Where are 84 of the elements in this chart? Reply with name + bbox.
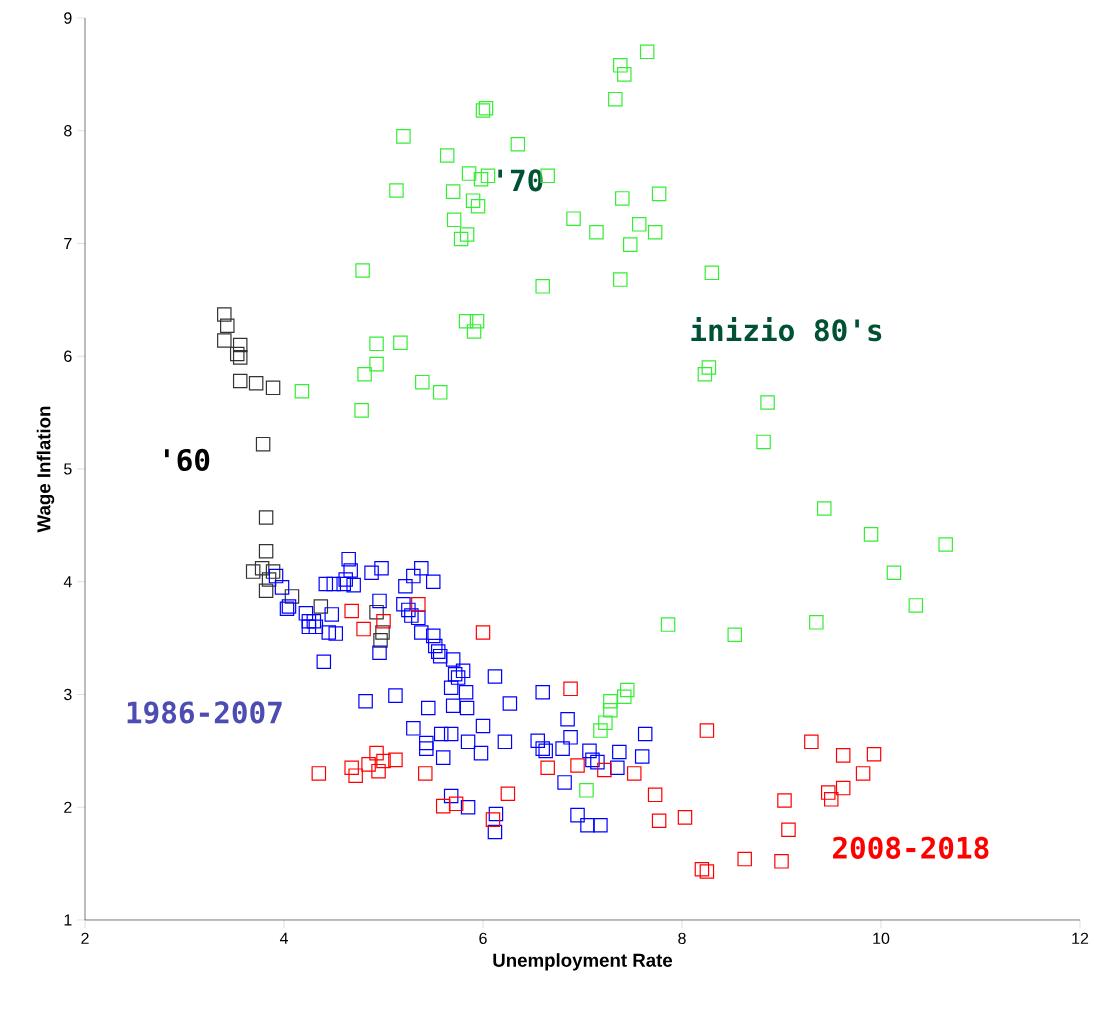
point [369, 745, 384, 761]
point [651, 813, 667, 829]
point [866, 746, 882, 762]
point [570, 758, 585, 773]
annotation: '60 [165, 448, 210, 472]
point [361, 757, 376, 772]
point [265, 380, 281, 396]
point [254, 560, 270, 576]
x-tick-label: 4 [279, 932, 288, 944]
annotation: 2008-2018 [833, 836, 989, 859]
annotation: '70 [498, 169, 543, 192]
point [376, 753, 391, 769]
point [835, 748, 851, 763]
point [774, 854, 789, 869]
point [563, 681, 578, 697]
point [255, 436, 271, 452]
y-axis-title: Wage Inflation [36, 406, 55, 533]
point [737, 851, 752, 867]
x-tick-label: 12 [1072, 932, 1089, 944]
point [248, 376, 264, 391]
point [232, 337, 248, 353]
y-tick-label: 6 [64, 350, 72, 362]
point [371, 763, 386, 779]
point [388, 752, 403, 768]
point [375, 625, 390, 640]
point [373, 633, 388, 648]
point [855, 766, 871, 781]
y-tick-label: 3 [64, 688, 72, 701]
point [597, 762, 612, 778]
annotation: 1986-2007 [127, 701, 282, 724]
point [229, 346, 245, 362]
y-tick-label: 5 [64, 463, 72, 475]
point [823, 792, 839, 807]
x-tick-label: 8 [678, 932, 686, 945]
point [348, 768, 363, 783]
y-tick-label: 7 [64, 238, 72, 249]
point [369, 604, 384, 620]
y-tick-label: 1 [64, 914, 72, 926]
point [245, 564, 261, 579]
point [232, 350, 248, 365]
point [821, 785, 836, 800]
annotation: inizio 80's [691, 317, 882, 342]
point [540, 760, 555, 776]
point [265, 564, 281, 579]
point [411, 597, 426, 612]
point [311, 766, 327, 781]
point [500, 786, 516, 801]
point [217, 307, 232, 322]
point [777, 793, 792, 808]
x-tick-label: 10 [873, 932, 890, 945]
y-tick-label: 4 [63, 576, 72, 588]
point [485, 812, 501, 827]
y-tick-label: 8 [64, 125, 72, 137]
x-tick-label: 2 [81, 932, 89, 944]
point [232, 373, 248, 389]
point [258, 544, 274, 559]
point [699, 864, 715, 879]
point [694, 861, 710, 877]
y-tick-label: 2 [64, 801, 72, 813]
point [647, 787, 663, 803]
point [418, 766, 433, 781]
point [313, 599, 329, 614]
point [356, 621, 371, 637]
point [835, 780, 851, 796]
point [258, 510, 274, 525]
point [344, 603, 359, 619]
y-tick-label: 9 [64, 12, 72, 24]
point [626, 766, 642, 781]
x-tick-label: 6 [479, 932, 487, 945]
point [677, 810, 693, 825]
point [699, 723, 715, 738]
point [258, 583, 274, 599]
point [344, 760, 359, 776]
point [220, 318, 235, 334]
point [217, 333, 232, 348]
point [435, 798, 451, 814]
point [448, 796, 464, 812]
point [261, 572, 277, 587]
point [781, 822, 796, 838]
point [804, 734, 819, 750]
point [284, 589, 300, 604]
point [376, 613, 391, 629]
point [475, 625, 491, 640]
x-axis-title: Unemployment Rate [493, 953, 673, 971]
